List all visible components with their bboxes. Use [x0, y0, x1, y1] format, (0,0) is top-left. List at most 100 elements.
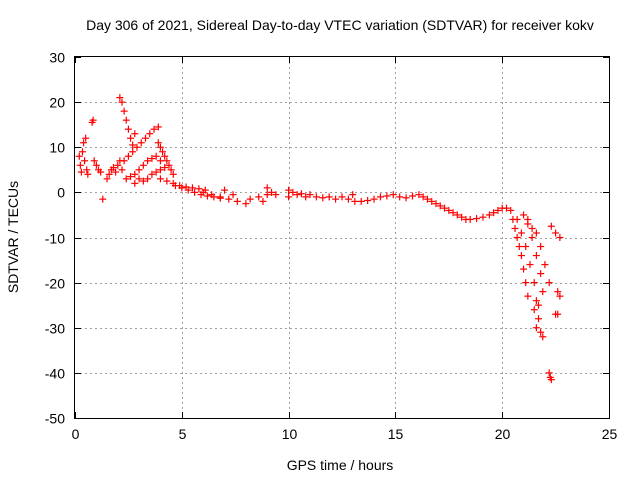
data-point: [184, 186, 192, 194]
data-point: [547, 222, 555, 230]
data-point: [163, 177, 171, 185]
data-point: [77, 168, 85, 176]
data-point: [524, 215, 532, 223]
data-point: [114, 161, 122, 169]
data-point: [312, 193, 320, 201]
data-point: [458, 213, 466, 221]
data-point: [263, 184, 271, 192]
data-point: [396, 193, 404, 201]
data-point: [441, 204, 449, 212]
data-point: [78, 148, 86, 156]
data-point: [144, 175, 152, 183]
data-point: [552, 229, 560, 237]
data-point: [389, 191, 397, 199]
data-point: [195, 185, 203, 193]
data-point: [466, 215, 474, 223]
x-axis-title: GPS time / hours: [287, 457, 394, 473]
data-point: [255, 193, 263, 201]
data-point: [319, 194, 327, 202]
data-point: [535, 301, 543, 309]
data-point: [163, 157, 171, 165]
data-point: [428, 197, 436, 205]
data-point: [370, 195, 378, 203]
data-point: [473, 215, 481, 223]
data-point: [532, 252, 540, 260]
data-point: [84, 170, 92, 178]
data-point: [556, 292, 564, 300]
data-point: [302, 193, 310, 201]
data-point: [522, 243, 530, 251]
data-point: [148, 155, 156, 163]
data-point: [133, 143, 141, 151]
data-point: [528, 234, 536, 241]
data-point: [325, 193, 333, 201]
data-point: [124, 125, 132, 133]
data-point: [432, 200, 440, 208]
data-point: [131, 179, 139, 187]
data-point: [293, 191, 301, 199]
data-point: [154, 123, 162, 131]
data-point: [246, 195, 254, 203]
data-point: [415, 191, 423, 199]
plot-frame: [74, 56, 610, 419]
data-point: [285, 186, 293, 194]
data-point: [203, 192, 211, 200]
data-point: [364, 196, 372, 204]
x-tick-label: 5: [179, 426, 187, 442]
data-point: [216, 193, 224, 201]
data-point: [131, 170, 139, 178]
data-point: [135, 175, 143, 183]
data-point: [289, 188, 297, 196]
data-point: [423, 195, 431, 203]
data-point: [124, 152, 132, 160]
data-point: [159, 148, 167, 156]
data-points: [75, 94, 564, 384]
data-point: [554, 310, 562, 318]
data-point: [116, 94, 124, 102]
data-point: [297, 190, 305, 198]
data-point: [541, 261, 549, 269]
data-point: [191, 188, 199, 196]
data-point: [120, 157, 128, 165]
data-point: [556, 234, 564, 241]
data-point: [242, 200, 250, 208]
data-point: [208, 191, 216, 199]
data-point: [103, 175, 111, 183]
data-point: [453, 211, 461, 219]
data-point: [112, 168, 120, 176]
data-point: [532, 297, 540, 305]
data-point: [97, 168, 105, 176]
y-tick-label: 0: [57, 185, 65, 201]
chart-title: Day 306 of 2021, Sidereal Day-to-day VTE…: [86, 17, 594, 33]
data-point: [532, 229, 540, 237]
data-point: [357, 197, 365, 205]
data-point: [535, 315, 543, 323]
data-point: [511, 224, 519, 232]
data-point: [178, 184, 186, 192]
data-point: [436, 202, 444, 210]
data-point: [530, 306, 538, 314]
data-point: [118, 98, 126, 106]
data-point: [99, 195, 107, 203]
data-point: [129, 148, 137, 156]
data-point: [537, 270, 545, 278]
data-point: [513, 234, 521, 241]
data-point: [83, 166, 91, 174]
data-point: [199, 188, 207, 196]
axis-ticks: [75, 57, 610, 419]
data-point: [522, 279, 530, 287]
data-point: [513, 215, 521, 223]
data-point: [259, 197, 267, 205]
data-point: [306, 191, 314, 199]
data-point: [383, 192, 391, 200]
x-tick-label: 15: [388, 426, 404, 442]
data-point: [419, 193, 427, 201]
data-point: [127, 173, 135, 181]
data-point: [233, 197, 241, 205]
data-point: [127, 134, 135, 142]
data-point: [148, 170, 156, 178]
x-tick-labels: 0 5 10 15 20 25: [72, 426, 618, 442]
data-point: [272, 191, 280, 199]
data-point: [156, 157, 164, 165]
